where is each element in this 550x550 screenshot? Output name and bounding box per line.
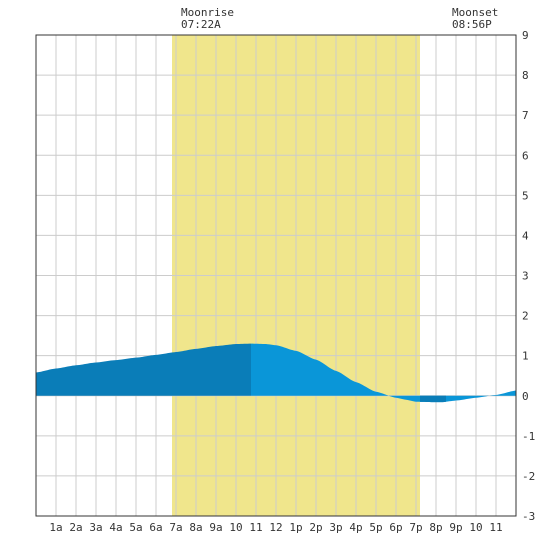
grid-lines [36, 35, 516, 516]
x-tick-label: 6a [149, 521, 162, 534]
x-tick-label: 3a [89, 521, 102, 534]
x-tick-label: 9p [449, 521, 462, 534]
y-tick-label: 6 [522, 149, 529, 162]
moonset-label: Moonset [452, 6, 498, 19]
tide-falling-area [251, 343, 516, 403]
y-tick-label: -3 [522, 510, 535, 523]
y-tick-label: 5 [522, 189, 529, 202]
x-tick-label: 1p [289, 521, 302, 534]
y-axis-ticks: -3 -2 -1 0 1 2 3 4 5 6 7 8 9 [522, 29, 535, 523]
y-tick-label: 0 [522, 390, 529, 403]
x-tick-label: 8p [429, 521, 442, 534]
y-tick-label: 1 [522, 350, 529, 363]
y-tick-label: -1 [522, 430, 535, 443]
x-tick-label: 5p [369, 521, 382, 534]
x-tick-label: 10 [469, 521, 482, 534]
y-tick-label: 8 [522, 69, 529, 82]
tide-rising-area [36, 343, 251, 396]
y-tick-label: 3 [522, 270, 529, 283]
x-tick-label: 5a [129, 521, 142, 534]
y-tick-label: 9 [522, 29, 529, 42]
moonset-time: 08:56P [452, 18, 492, 31]
x-tick-label: 4a [109, 521, 122, 534]
x-tick-label: 8a [189, 521, 202, 534]
y-tick-label: 2 [522, 310, 529, 323]
x-tick-label: 9a [209, 521, 222, 534]
y-tick-label: 7 [522, 109, 529, 122]
x-tick-label: 11 [489, 521, 502, 534]
x-tick-label: 3p [329, 521, 342, 534]
tide-low-segment [420, 395, 446, 403]
moonrise-label: Moonrise [181, 6, 234, 19]
x-tick-label: 10 [229, 521, 242, 534]
plot-frame [35, 34, 517, 517]
x-tick-label: 1a [49, 521, 62, 534]
moonrise-time: 07:22A [181, 18, 221, 31]
x-tick-label: 4p [349, 521, 362, 534]
y-tick-label: -2 [522, 470, 535, 483]
x-tick-label: 2p [309, 521, 322, 534]
x-tick-label: 7a [169, 521, 182, 534]
x-tick-label: 6p [389, 521, 402, 534]
x-tick-label: 12 [269, 521, 282, 534]
x-tick-label: 2a [69, 521, 82, 534]
x-tick-label: 11 [249, 521, 262, 534]
tide-area [36, 343, 516, 403]
x-tick-label: 7p [409, 521, 422, 534]
x-axis-ticks: 1a 2a 3a 4a 5a 6a 7a 8a 9a 10 11 12 1p 2p 3p 4p 5p 6p 7p 8p… [49, 521, 502, 534]
y-tick-label: 4 [522, 229, 529, 242]
